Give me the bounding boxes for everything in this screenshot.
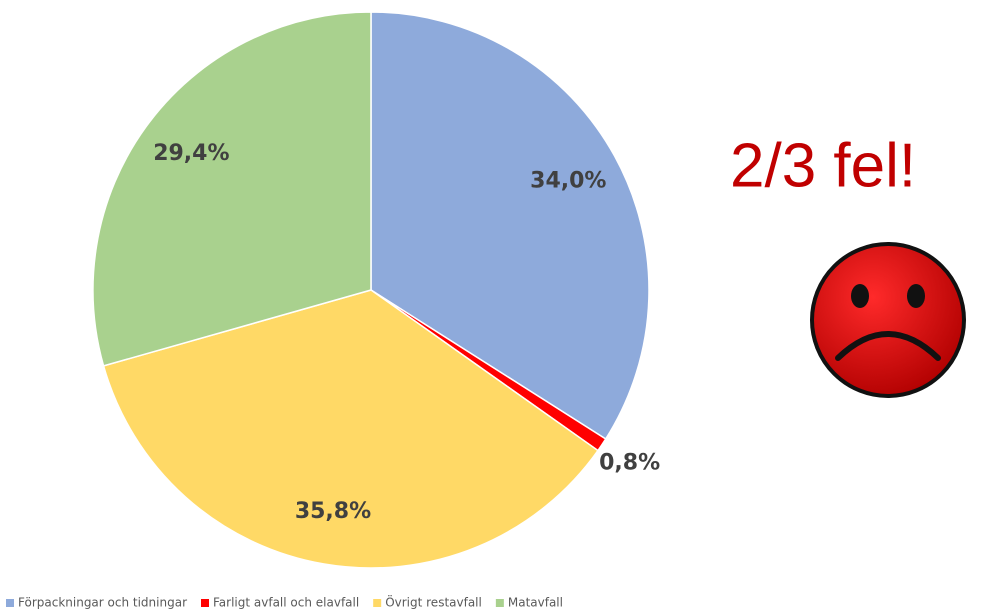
data-label: 0,8% [599, 450, 660, 475]
legend-swatch [495, 599, 504, 607]
pie-slice [102, 289, 599, 569]
data-label: 34,0% [530, 169, 606, 194]
legend-swatch [373, 599, 382, 607]
legend-swatch [6, 599, 14, 607]
sad-face [810, 242, 966, 398]
legend-label: Förpackningar och tidningar [18, 596, 187, 610]
legend-label: Övrigt restavfall [385, 594, 482, 610]
data-label: 29,4% [153, 141, 229, 166]
data-label: 35,8% [295, 499, 371, 524]
legend-label: Matavfall [508, 596, 563, 610]
legend-swatch [201, 599, 209, 607]
annotation: 2/3 fel! [730, 131, 916, 200]
pie-slice [370, 11, 650, 440]
legend-label: Farligt avfall och elavfall [213, 596, 359, 610]
pie-slice [92, 11, 372, 367]
